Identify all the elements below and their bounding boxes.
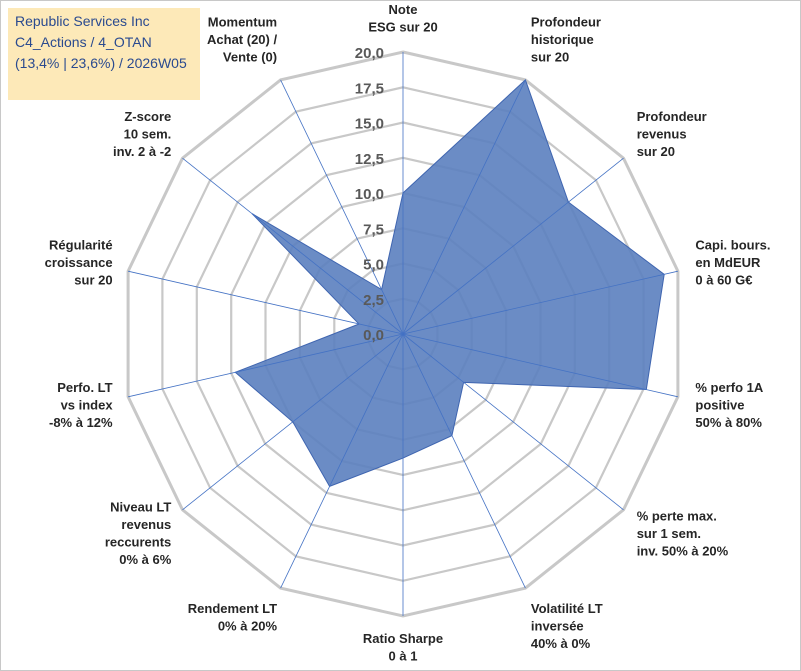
axis-label: Régularité croissance sur 20	[45, 238, 113, 288]
axis-spoke	[402, 333, 678, 398]
tick-label: 17,5	[355, 80, 384, 97]
axis-label: Volatilité LT inversée 40% à 0%	[531, 601, 603, 651]
tick-label: 5,0	[363, 257, 384, 274]
axis-spoke	[182, 157, 404, 335]
axis-spoke	[128, 270, 404, 335]
tick-label: 12,5	[355, 151, 384, 168]
axis-label: Perfo. LT vs index -8% à 12%	[49, 380, 113, 430]
axis-labels: Note ESG sur 20 Profondeur historique sur 20…	[45, 2, 771, 664]
axis-spoke	[402, 333, 624, 511]
tick-label: 10,0	[355, 186, 384, 203]
chart-title-line-2: C4_Actions / 4_OTAN	[15, 34, 152, 50]
radial-tick-labels: 0,0 2,5 5,0 7,5 10,0 12,5 15,0 17,5 20,0	[355, 45, 384, 344]
chart-title-line-3: (13,4% | 23,6%) / 2026W05	[15, 55, 187, 71]
radar-spokes	[128, 52, 678, 616]
axis-label: % perte max. sur 1 sem. inv. 50% à 20%	[637, 508, 729, 558]
chart-title-box: Republic Services Inc C4_Actions / 4_OTA…	[8, 8, 200, 100]
axis-label: Rendement LT 0% à 20%	[188, 601, 278, 634]
chart-title-line-1: Republic Services Inc	[15, 13, 150, 29]
tick-label: 0,0	[363, 327, 384, 344]
axis-label: Profondeur revenus sur 20	[637, 109, 707, 159]
axis-label: Note ESG sur 20	[368, 2, 437, 35]
axis-spoke	[280, 333, 404, 589]
axis-spoke	[402, 157, 624, 335]
axis-label: Niveau LT revenus reccurents 0% à 6%	[105, 500, 172, 568]
tick-label: 15,0	[355, 116, 384, 133]
axis-label: Z-score 10 sem. inv. 2 à -2	[113, 109, 171, 159]
tick-label: 7,5	[363, 221, 384, 238]
axis-spoke	[402, 270, 678, 335]
axis-label: % perfo 1A positive 50% à 80%	[695, 380, 764, 430]
axis-label: Momentum Achat (20) / Vente (0)	[207, 15, 277, 65]
axis-spoke	[402, 333, 526, 589]
axis-spoke	[128, 333, 404, 398]
axis-spoke	[402, 79, 526, 335]
tick-label: 2,5	[363, 292, 384, 309]
tick-label: 20,0	[355, 45, 384, 62]
axis-spoke	[280, 79, 404, 335]
axis-label: Capi. bours. en MdEUR 0 à 60 G€	[695, 238, 770, 288]
axis-spoke	[182, 333, 404, 511]
axis-label: Ratio Sharpe 0 à 1	[363, 631, 443, 664]
axis-label: Profondeur historique sur 20	[531, 15, 601, 65]
